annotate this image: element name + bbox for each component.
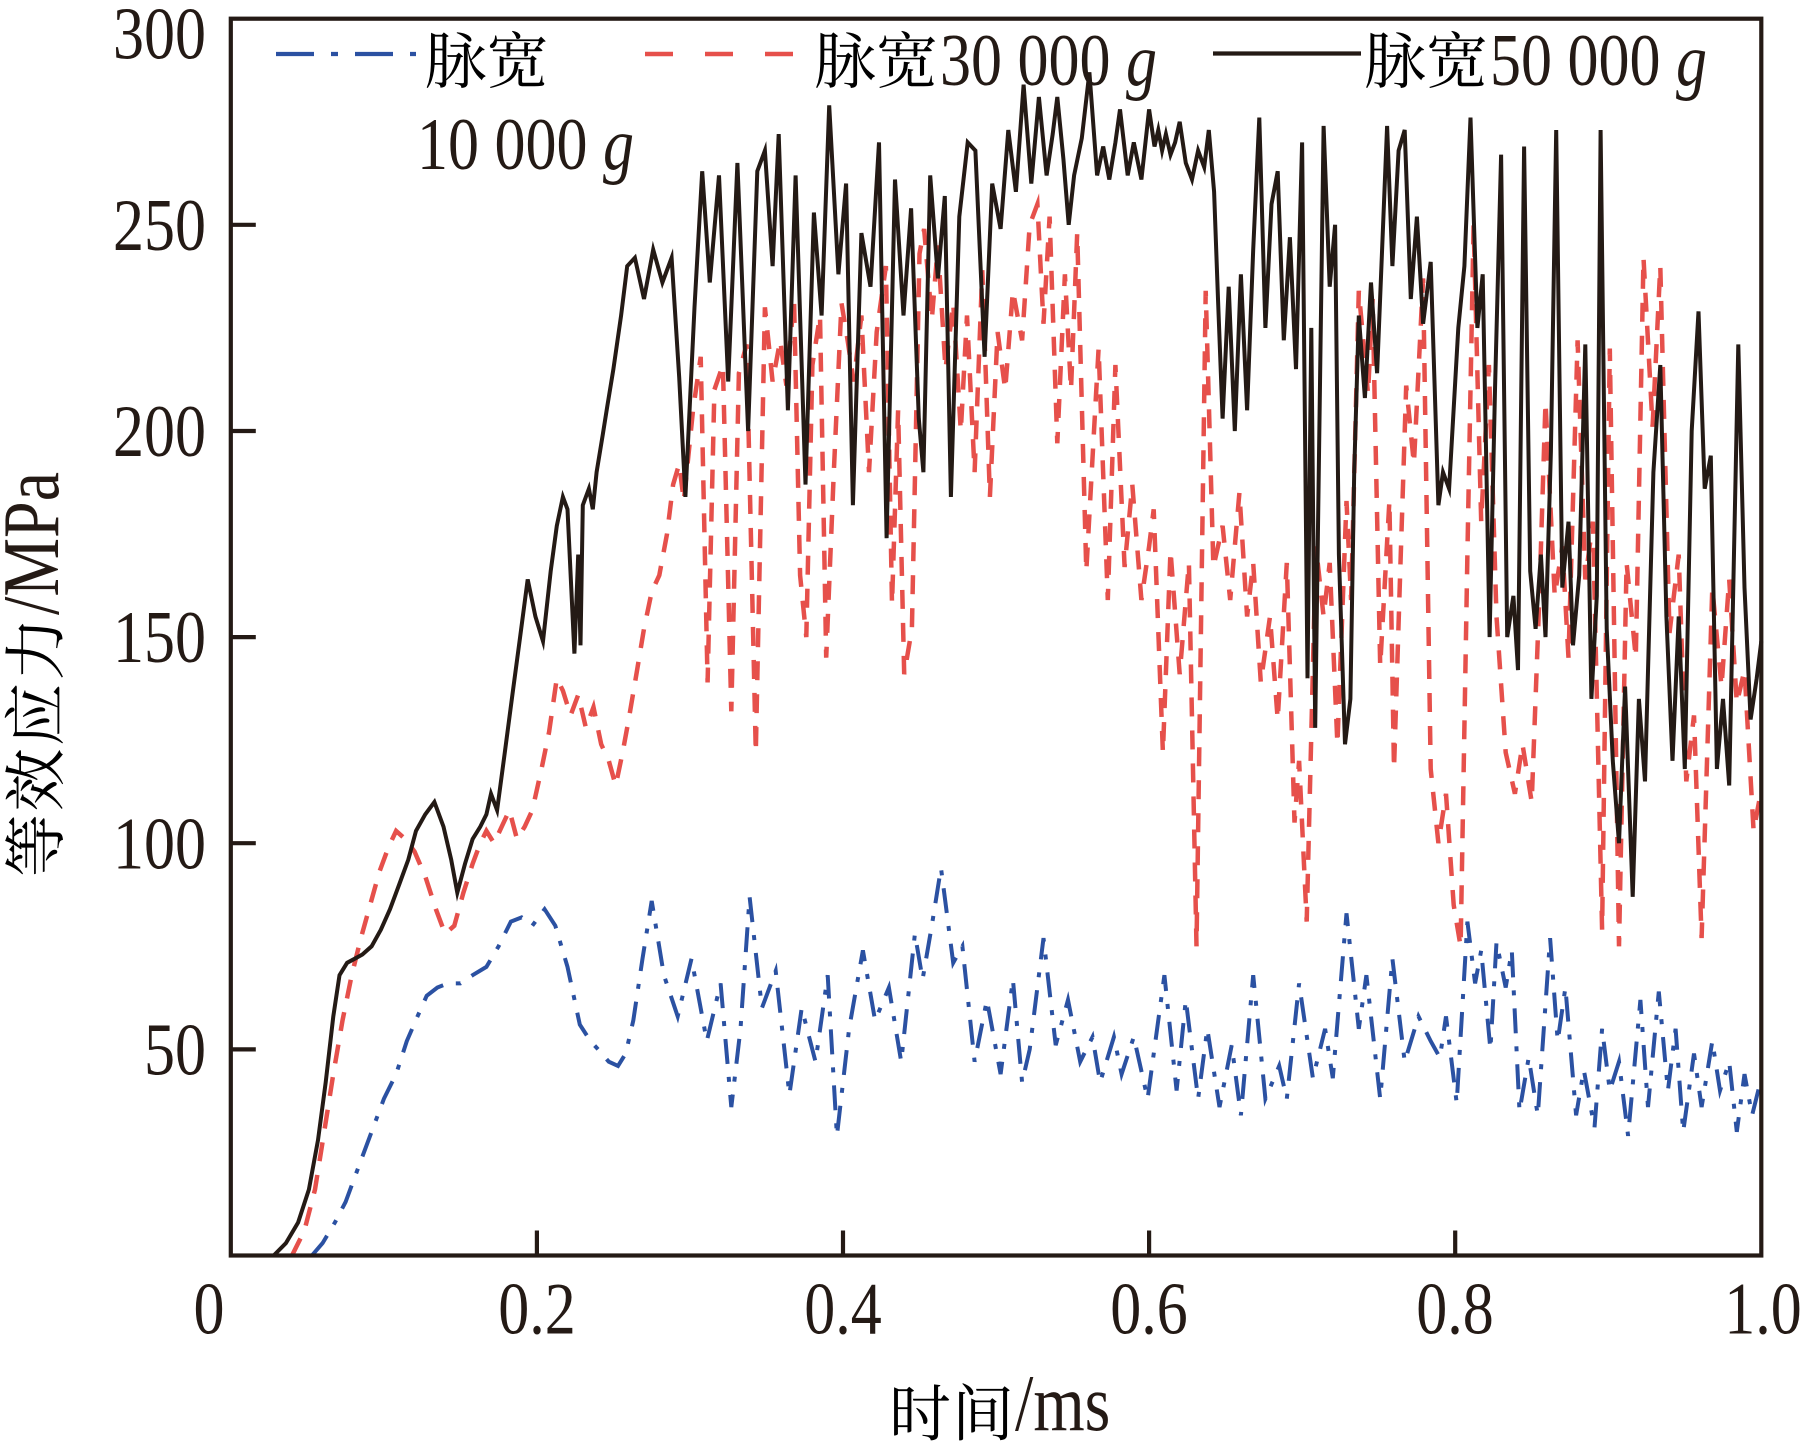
svg-text:0.2: 0.2 — [498, 1267, 575, 1350]
svg-text:10 000 g: 10 000 g — [417, 103, 634, 186]
svg-text:250: 250 — [113, 184, 206, 267]
svg-text:0.6: 0.6 — [1110, 1267, 1187, 1350]
svg-text:/MPa: /MPa — [0, 472, 75, 615]
svg-text:30 000 g: 30 000 g — [940, 19, 1157, 102]
svg-text:0.4: 0.4 — [804, 1267, 881, 1350]
svg-text:200: 200 — [113, 390, 206, 473]
svg-text:0.8: 0.8 — [1416, 1267, 1493, 1350]
svg-text:/ms: /ms — [1015, 1358, 1110, 1448]
svg-text:50: 50 — [144, 1008, 206, 1091]
svg-text:300: 300 — [113, 0, 206, 75]
svg-text:1.0: 1.0 — [1724, 1267, 1801, 1350]
svg-text:50 000 g: 50 000 g — [1490, 19, 1707, 102]
svg-text:100: 100 — [113, 802, 206, 885]
svg-text:150: 150 — [113, 596, 206, 679]
svg-text:0: 0 — [194, 1267, 225, 1350]
